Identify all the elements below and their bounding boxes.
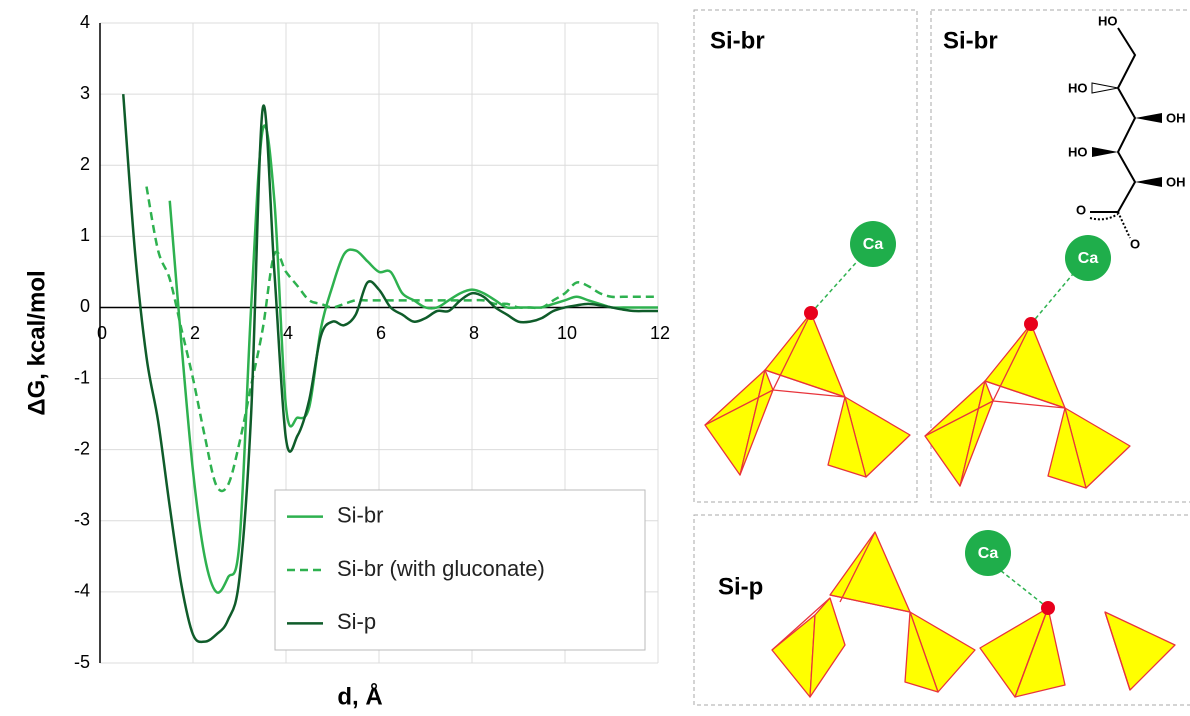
y-tick-label: 2 [80, 154, 90, 174]
ion [965, 530, 1011, 576]
y-tick-label: 4 [80, 12, 90, 32]
legend-label: Si-p [337, 609, 376, 634]
y-axis-title: ΔG, kcal/mol [23, 270, 50, 415]
atom-label: OH [1166, 174, 1186, 189]
x-tick-label: 4 [283, 323, 293, 343]
coordination-bond [810, 255, 863, 314]
coordination-bond [999, 569, 1049, 609]
atom-label: O [1130, 236, 1140, 251]
coordination-bond [1030, 267, 1079, 325]
ion-label: Ca [863, 236, 884, 253]
atom-label: HO [1068, 80, 1088, 95]
y-tick-label: -1 [74, 367, 90, 387]
x-axis-title: d, Å [337, 682, 382, 710]
silicate-chain [771, 531, 1176, 698]
y-tick-label: 1 [80, 225, 90, 245]
y-tick-label: 3 [80, 83, 90, 103]
line [145, 186, 658, 493]
wedge-bond [1092, 147, 1118, 157]
wedge-bond [1135, 113, 1162, 123]
ion [850, 221, 896, 267]
x-tick-label: 2 [190, 323, 200, 343]
gluconate-skeleton [1089, 27, 1137, 239]
y-tick-label: -2 [74, 438, 90, 458]
panel-frame [693, 9, 918, 503]
atom-label: HO [1068, 144, 1088, 159]
wedge-bond [1135, 177, 1162, 187]
panel-label: Si-p [718, 573, 763, 600]
y-tick-label: -4 [74, 581, 90, 601]
oxygen [1041, 601, 1055, 615]
oxygen [1024, 317, 1038, 331]
silicate-cluster [704, 312, 911, 478]
hash-bond [1091, 82, 1119, 94]
line [122, 94, 658, 644]
atom-label: HO [1098, 13, 1118, 28]
panel-frame [930, 9, 1190, 503]
ion [1065, 235, 1111, 281]
x-tick-label: 10 [557, 323, 577, 343]
y-tick-label: 0 [80, 296, 90, 316]
x-tick-label: 6 [376, 323, 386, 343]
panel-frame [693, 514, 1190, 706]
x-tick-label: 12 [650, 323, 670, 343]
silicate-cluster [924, 323, 1131, 489]
ion-label: Ca [1078, 250, 1099, 267]
panel-label: Si-br [943, 27, 998, 54]
y-tick-label: -5 [74, 652, 90, 672]
ion-label: Ca [978, 545, 999, 562]
x-tick-label: 0 [97, 323, 107, 343]
atom-label: OH [1166, 110, 1186, 125]
panel-label: Si-br [710, 27, 765, 54]
x-tick-label: 8 [469, 323, 479, 343]
legend-label: Si-br (with gluconate) [337, 556, 545, 581]
y-tick-label: -3 [74, 510, 90, 530]
line [168, 124, 658, 594]
legend-box [274, 489, 646, 651]
atom-label: O [1076, 202, 1086, 217]
oxygen [804, 306, 818, 320]
legend-label: Si-br [337, 502, 383, 527]
